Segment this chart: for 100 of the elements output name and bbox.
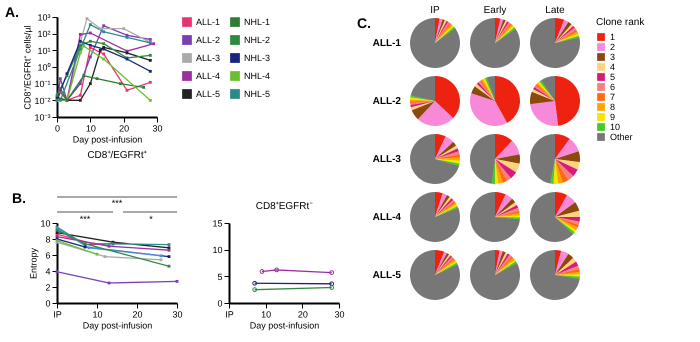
y-tick-label: 10¹: [37, 46, 50, 56]
pie-slice: [555, 217, 579, 228]
point: [168, 246, 170, 250]
text: ***: [112, 198, 123, 208]
pie-slice: [555, 275, 580, 279]
pie-slice: [495, 210, 520, 217]
pie-slice: [555, 76, 580, 126]
x-tick-label: 10: [261, 310, 272, 320]
pie-slice: [555, 217, 580, 222]
pie-slice: [410, 18, 460, 68]
pie-slice: [412, 101, 435, 120]
point: [88, 246, 90, 250]
pie-slice: [555, 138, 579, 159]
legend-label: 2: [610, 42, 616, 52]
point: [92, 242, 94, 246]
pie-slice: [555, 217, 580, 225]
x-tick-label: 20: [119, 124, 130, 134]
pie-slice: [495, 134, 512, 159]
legend-label: ALL-1: [196, 17, 220, 28]
pie-slice: [540, 76, 555, 101]
pie-slice: [555, 20, 568, 43]
pie-slice: [555, 250, 568, 275]
legend-label: 7: [610, 92, 616, 102]
point: [56, 270, 58, 274]
point: [168, 264, 170, 268]
pie-slice: [435, 142, 456, 159]
y-tick-label: 10²: [37, 29, 50, 40]
pie-slice: [530, 192, 574, 242]
point: [148, 58, 152, 62]
pie-slice: [435, 18, 440, 43]
pie-slice: [492, 159, 495, 184]
text: ALL-2: [372, 96, 402, 107]
y-tick-label: 10: [212, 245, 222, 256]
y-tick-label: 5: [217, 272, 222, 282]
pie-slice: [555, 266, 580, 275]
chart-title: CD8⁺/EGFRt⁺: [87, 150, 148, 161]
y-tick-label: 10⁻³: [34, 112, 50, 122]
text: C.: [357, 15, 371, 31]
pie-slice: [410, 76, 435, 101]
legend-label: 8: [610, 102, 616, 112]
point: [78, 33, 82, 36]
y-tick-label: 2: [45, 282, 50, 292]
annotation: *: [149, 214, 154, 224]
pie-slice: [435, 148, 459, 159]
legend-label: NHL-3: [244, 53, 270, 63]
y-tick-label: 6: [45, 250, 50, 260]
point: [88, 56, 92, 58]
legend-label: 4: [610, 62, 616, 72]
y-axis-title: CD8⁺/EGFRt⁺ cells/µl: [22, 25, 32, 110]
pie-slice: [418, 101, 454, 126]
pie-slice: [555, 274, 580, 277]
pie-slice: [495, 18, 500, 43]
pie-slice: [435, 151, 460, 159]
point: [142, 86, 146, 89]
pie-slice: [495, 250, 503, 275]
pie-slice: [530, 250, 580, 300]
chart-title: CD8⁺EGFRt⁻: [256, 201, 314, 212]
pie-slice: [435, 192, 443, 217]
y-tick-label: 10⁰: [37, 62, 50, 72]
y-tick-label: 10³: [37, 12, 50, 22]
pie-slice: [410, 250, 460, 300]
pie-slice: [555, 254, 574, 275]
x-tick-label: 0: [54, 124, 60, 134]
pie-slice: [555, 159, 568, 183]
point: [82, 44, 86, 48]
pie-slice: [495, 76, 520, 123]
pie-slice: [555, 202, 580, 217]
pie-slice: [555, 272, 580, 275]
pie-slice: [495, 194, 512, 217]
pie-slice: [435, 154, 460, 159]
chart-title: IP: [430, 5, 440, 16]
point: [96, 77, 98, 80]
pie-slice: [435, 146, 458, 159]
text: A.: [5, 4, 19, 20]
pie-slice: [435, 134, 446, 159]
x-tick-label: IP: [225, 310, 234, 320]
pie-slice: [555, 18, 564, 43]
pie-slice: [555, 36, 580, 43]
x-axis-title: Day post-infusion: [82, 320, 152, 330]
point: [148, 54, 152, 57]
legend-label: 3: [610, 52, 616, 62]
point: [274, 268, 280, 272]
legend-label: 9: [610, 112, 616, 122]
pie-slice: [495, 159, 520, 172]
text: ALL-4: [372, 212, 402, 223]
pie-slice: [530, 101, 558, 126]
y-tick-label: 8: [45, 234, 50, 244]
legend-label: Other: [610, 132, 633, 142]
legend-label: NHL-2: [244, 35, 270, 45]
pie-slice: [435, 250, 444, 275]
pie-slice: [555, 195, 576, 217]
legend-title: Clone rank: [596, 17, 646, 28]
legend-label: NHL-4: [244, 71, 270, 81]
pie-slice: [410, 192, 460, 242]
pie-slice: [470, 18, 520, 68]
x-tick-label: 30: [334, 310, 345, 320]
point: [160, 254, 162, 258]
pie-slice: [555, 258, 576, 275]
point: [58, 77, 62, 80]
x-axis-title: Day post-infusion: [250, 320, 320, 330]
